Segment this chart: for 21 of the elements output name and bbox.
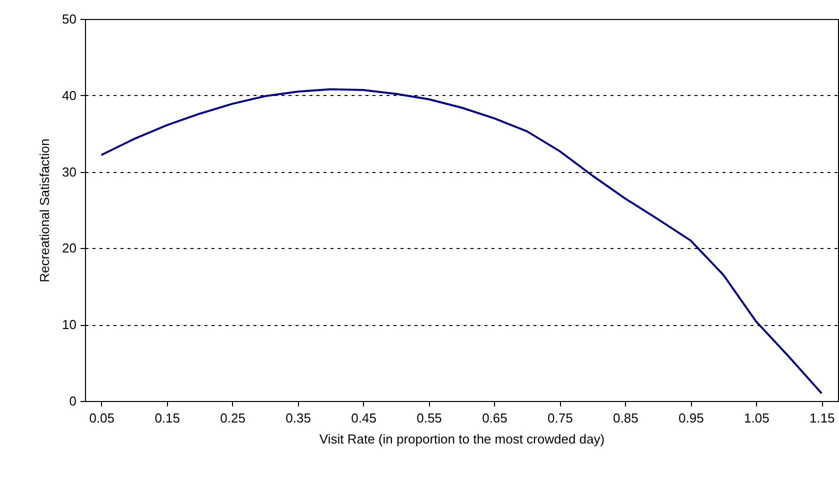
x-tick-label: 0.95	[678, 410, 704, 426]
y-tick-label: 0	[69, 394, 76, 408]
x-tick-label: 0.85	[613, 410, 638, 426]
x-tick-label: 0.15	[154, 410, 180, 426]
line-series	[100, 88, 823, 394]
y-axis-title: Recreational Satisfaction	[37, 138, 52, 282]
x-tick-label: 0.55	[416, 410, 442, 426]
x-tick-label: 1.05	[744, 410, 770, 426]
x-tick-label: 0.75	[548, 410, 573, 426]
x-axis-title: Visit Rate (in proportion to the most crowded day)	[319, 432, 605, 446]
x-tick-label: 0.65	[482, 410, 508, 426]
y-tick-label: 30	[62, 164, 76, 180]
x-tick-label: 1.15	[809, 410, 835, 426]
x-tick-label: 0.25	[220, 410, 246, 426]
x-tick-label: 0.35	[286, 410, 311, 426]
y-tick-label: 50	[62, 12, 76, 26]
y-tick-label: 20	[62, 240, 76, 256]
x-tick-label: 0.05	[89, 410, 115, 426]
y-tick-label: 10	[62, 317, 76, 332]
x-tick-label: 0.45	[351, 410, 376, 426]
y-tick-label: 40	[62, 88, 76, 103]
